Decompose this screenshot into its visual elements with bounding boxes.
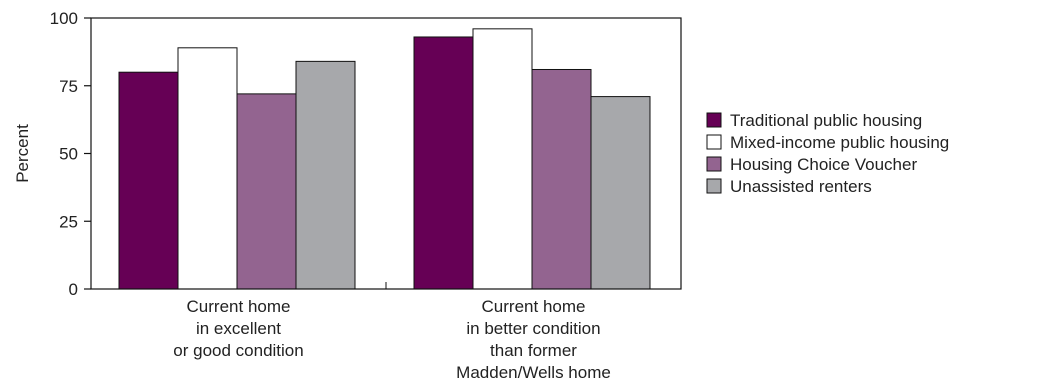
plot-area: 0 25 50 75 100 Percent Current home in excellen… xyxy=(13,9,682,382)
bar-1-2 xyxy=(177,47,238,290)
y-tick-label-1: 25 xyxy=(59,212,78,231)
bar-2-2 xyxy=(472,28,533,290)
bar-2-1 xyxy=(413,36,474,290)
y-tick-label-3: 75 xyxy=(59,77,78,96)
legend-label-2: Mixed-income public housing xyxy=(730,133,949,152)
y-tick-label-4: 100 xyxy=(50,9,78,28)
legend-label-4: Unassisted renters xyxy=(730,177,872,196)
legend: Traditional public housing Mixed-income p… xyxy=(706,111,949,196)
bar-2-3 xyxy=(531,68,592,290)
bar-1-1 xyxy=(118,71,179,290)
category-label-2: Current home in better condition than form… xyxy=(456,297,611,382)
bar-1-4 xyxy=(295,60,356,290)
y-tick-label-0: 0 xyxy=(69,280,78,299)
legend-swatch-1 xyxy=(706,112,722,128)
category-label-line: Current home xyxy=(187,297,291,316)
bar-2-4 xyxy=(590,96,651,290)
category-label-line: in excellent xyxy=(196,319,281,338)
category-label-line: or good condition xyxy=(173,341,303,360)
y-axis-label: Percent xyxy=(13,124,32,183)
category-label-line: than former xyxy=(490,341,577,360)
legend-swatch-3 xyxy=(706,156,722,172)
legend-label-3: Housing Choice Voucher xyxy=(730,155,917,174)
category-label-1: Current home in excellent or good conditio… xyxy=(173,297,303,360)
y-tick-label-2: 50 xyxy=(59,145,78,164)
bar-1-3 xyxy=(236,93,297,290)
legend-swatch-4 xyxy=(706,178,722,194)
category-label-line: Current home xyxy=(482,297,586,316)
legend-label-1: Traditional public housing xyxy=(730,111,922,130)
legend-swatch-2 xyxy=(706,134,722,150)
category-label-line: Madden/Wells home xyxy=(456,363,611,382)
category-label-line: in better condition xyxy=(466,319,600,338)
